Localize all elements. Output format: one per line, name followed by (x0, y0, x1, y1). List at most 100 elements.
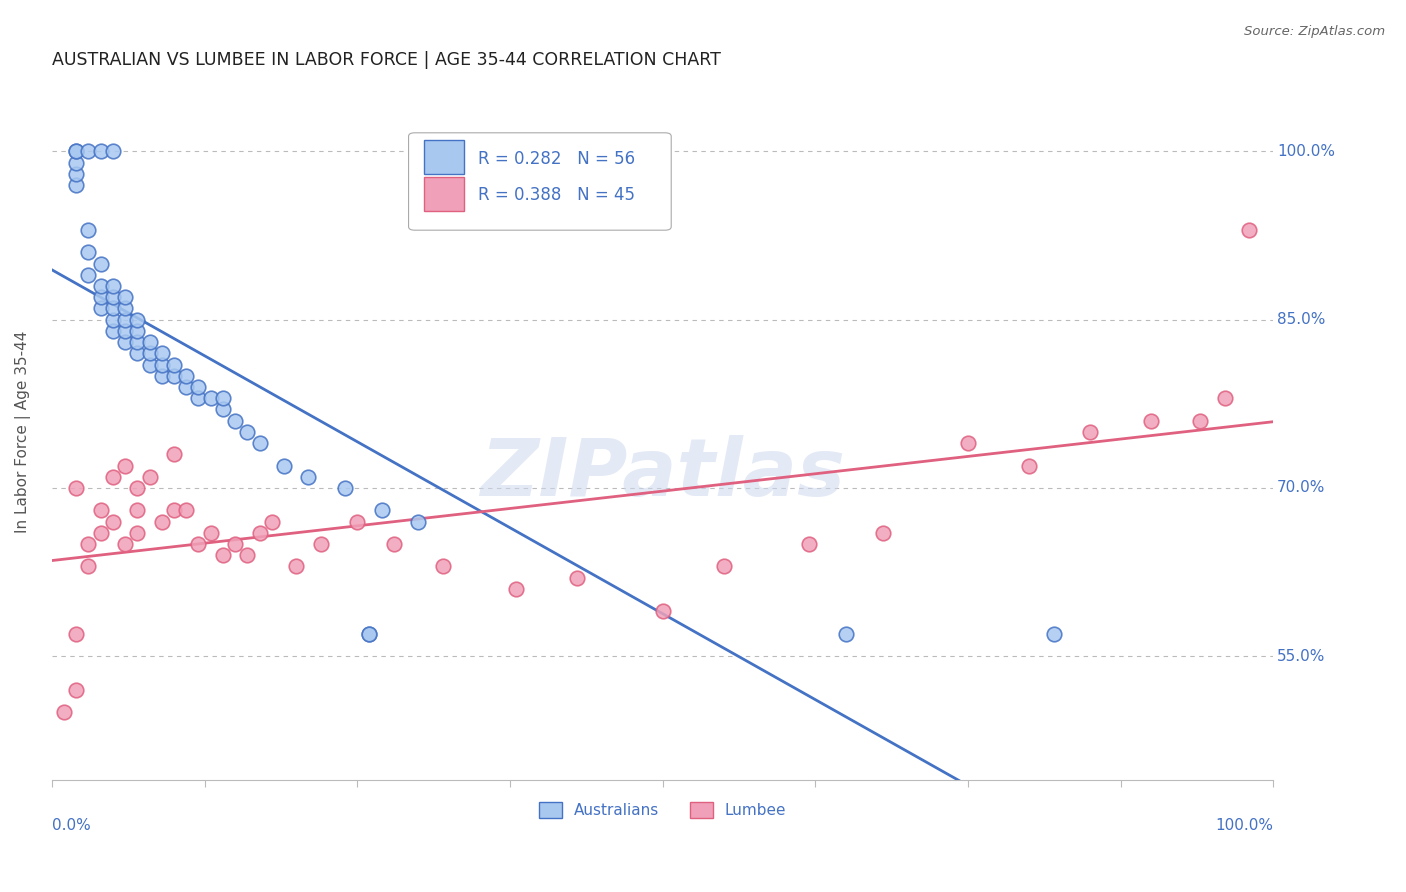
Point (382, 537, 405, 551)
Point (163, 358, 186, 372)
Point (150, 346, 173, 360)
Text: AUSTRALIAN VS LUMBEE IN LABOR FORCE | AGE 35-44 CORRELATION CHART: AUSTRALIAN VS LUMBEE IN LABOR FORCE | AG… (52, 51, 721, 69)
Point (359, 627, 381, 641)
Point (174, 380, 197, 394)
Text: 100.0%: 100.0% (1277, 144, 1336, 159)
Point (127, 312, 149, 326)
Text: R = 0.282   N = 56: R = 0.282 N = 56 (478, 150, 636, 168)
Point (212, 402, 235, 417)
Point (114, 312, 136, 326)
Point (114, 324, 136, 338)
Point (273, 458, 295, 473)
Point (138, 346, 160, 360)
Point (224, 537, 246, 551)
Point (77, 537, 100, 551)
Point (1042, 627, 1064, 641)
Point (1213, 391, 1236, 405)
Point (799, 537, 821, 551)
Point (114, 335, 136, 350)
Text: 55.0%: 55.0% (1277, 648, 1326, 664)
Point (101, 290, 124, 304)
Point (90, 503, 112, 517)
Point (150, 358, 173, 372)
Point (150, 368, 173, 383)
Point (65, 682, 87, 697)
Point (65, 145, 87, 159)
Text: 70.0%: 70.0% (1277, 481, 1326, 495)
Point (90, 301, 112, 316)
Text: ZIPatlas: ZIPatlas (481, 434, 845, 513)
Text: R = 0.388   N = 45: R = 0.388 N = 45 (478, 186, 636, 204)
Point (346, 515, 368, 529)
Point (127, 525, 149, 540)
Point (90, 525, 112, 540)
Point (127, 335, 149, 350)
Point (65, 481, 87, 495)
Point (236, 425, 259, 439)
Point (200, 525, 222, 540)
Point (174, 368, 197, 383)
Point (150, 515, 173, 529)
Point (835, 627, 858, 641)
Point (65, 627, 87, 641)
Point (565, 571, 588, 585)
Y-axis label: In Labor Force | Age 35-44: In Labor Force | Age 35-44 (15, 331, 31, 533)
Point (53, 706, 76, 720)
Legend: Australians, Lumbee: Australians, Lumbee (533, 796, 793, 824)
Text: 85.0%: 85.0% (1277, 312, 1326, 327)
Point (297, 469, 319, 483)
Point (260, 515, 283, 529)
Point (1237, 223, 1260, 237)
Point (101, 145, 124, 159)
Point (163, 503, 186, 517)
Point (163, 368, 186, 383)
Point (249, 436, 271, 450)
Point (187, 537, 209, 551)
Point (77, 245, 100, 260)
Point (1189, 414, 1212, 428)
Point (65, 167, 87, 181)
Point (236, 548, 259, 562)
Point (127, 503, 149, 517)
Point (309, 537, 332, 551)
Point (1140, 414, 1163, 428)
Point (872, 525, 894, 540)
Point (163, 447, 186, 461)
Point (333, 481, 356, 495)
Point (101, 469, 124, 483)
Point (114, 537, 136, 551)
Point (957, 436, 980, 450)
Point (408, 515, 430, 529)
Point (127, 346, 149, 360)
Point (138, 469, 160, 483)
Point (1018, 458, 1040, 473)
FancyBboxPatch shape (409, 133, 671, 230)
Point (101, 301, 124, 316)
Text: 100.0%: 100.0% (1216, 818, 1274, 833)
FancyBboxPatch shape (425, 178, 464, 211)
Point (65, 155, 87, 169)
Point (101, 515, 124, 529)
Point (90, 145, 112, 159)
FancyBboxPatch shape (425, 140, 464, 174)
Point (174, 503, 197, 517)
Point (90, 290, 112, 304)
Point (212, 391, 235, 405)
Point (77, 223, 100, 237)
Point (359, 627, 381, 641)
Point (65, 145, 87, 159)
Point (713, 559, 735, 574)
Point (249, 525, 271, 540)
Point (77, 559, 100, 574)
Point (101, 279, 124, 293)
Point (432, 559, 454, 574)
Point (127, 324, 149, 338)
Point (187, 380, 209, 394)
Point (285, 559, 308, 574)
Text: 0.0%: 0.0% (52, 818, 90, 833)
Point (101, 324, 124, 338)
Point (65, 178, 87, 192)
Point (370, 503, 392, 517)
Text: Source: ZipAtlas.com: Source: ZipAtlas.com (1244, 25, 1385, 38)
Point (77, 145, 100, 159)
